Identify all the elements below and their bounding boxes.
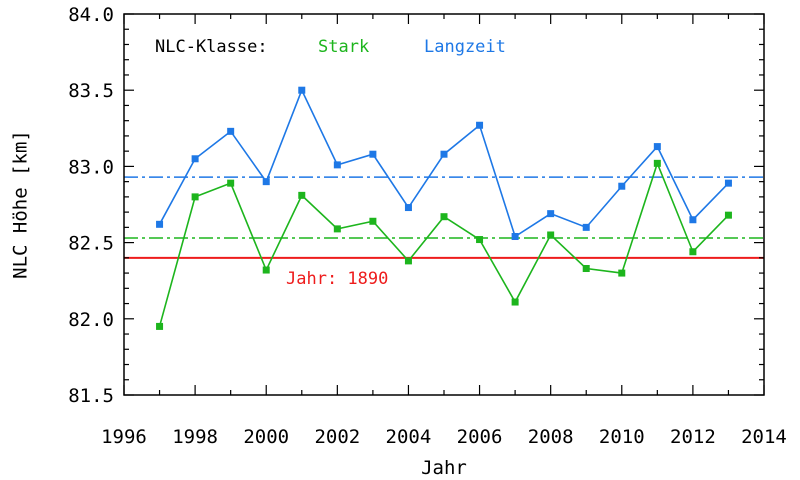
series-line-stark xyxy=(158,161,730,327)
data-point-langzeit xyxy=(227,127,235,135)
data-point-langzeit xyxy=(724,179,732,187)
x-tick-label: 2010 xyxy=(599,426,645,448)
data-point-stark xyxy=(724,211,732,219)
y-axis-title: NLC Höhe [km] xyxy=(10,130,32,279)
y-tick-label: 83.0 xyxy=(68,156,114,178)
data-point-langzeit xyxy=(156,220,164,228)
series-layer xyxy=(156,86,732,330)
data-point-stark xyxy=(618,269,626,277)
data-point-langzeit xyxy=(476,121,484,129)
x-axis-title: Jahr xyxy=(421,457,467,479)
data-point-langzeit xyxy=(653,143,661,151)
legend-entry-langzeit: Langzeit xyxy=(424,37,506,57)
y-tick-label: 83.5 xyxy=(68,80,114,102)
y-tick-label: 82.0 xyxy=(68,309,114,331)
x-tick-label: 2004 xyxy=(386,426,432,448)
x-tick-label: 1996 xyxy=(101,426,147,448)
data-point-stark xyxy=(298,191,306,199)
data-point-langzeit xyxy=(440,150,448,158)
legend-entry-stark: Stark xyxy=(318,37,369,57)
x-tick-label: 2002 xyxy=(314,426,360,448)
data-point-langzeit xyxy=(191,155,199,163)
data-point-langzeit xyxy=(262,178,270,186)
x-tick-label: 2014 xyxy=(741,426,787,448)
data-point-stark xyxy=(476,236,484,244)
legend: NLC-Klasse: Stark Langzeit xyxy=(155,37,506,57)
x-tick-label: 2000 xyxy=(243,426,289,448)
data-point-stark xyxy=(582,265,590,273)
x-tick-label: 2012 xyxy=(670,426,716,448)
y-tick-label: 82.5 xyxy=(68,233,114,255)
data-point-stark xyxy=(547,231,555,239)
data-point-stark xyxy=(191,193,199,201)
data-point-stark xyxy=(369,217,377,225)
data-point-stark xyxy=(227,179,235,187)
data-point-stark xyxy=(689,248,697,256)
data-point-langzeit xyxy=(582,223,590,231)
x-tick-label: 2008 xyxy=(528,426,574,448)
data-point-stark xyxy=(511,298,519,306)
data-point-langzeit xyxy=(511,233,519,241)
x-tick-label: 1998 xyxy=(172,426,218,448)
plot-frame xyxy=(123,13,765,396)
y-tick-label: 81.5 xyxy=(68,385,114,407)
data-point-stark xyxy=(440,213,448,221)
y-tick-label: 84.0 xyxy=(68,4,114,26)
data-point-langzeit xyxy=(689,216,697,224)
x-tick-label: 2006 xyxy=(457,426,503,448)
data-point-stark xyxy=(156,322,164,330)
data-point-langzeit xyxy=(369,150,377,158)
data-point-langzeit xyxy=(547,210,555,218)
data-point-langzeit xyxy=(618,182,626,190)
mean-lines-layer xyxy=(124,176,764,239)
reference-line-label: Jahr: 1890 xyxy=(286,269,388,289)
data-point-stark xyxy=(404,257,412,265)
data-point-langzeit xyxy=(298,86,306,94)
data-point-stark xyxy=(653,159,661,167)
data-point-langzeit xyxy=(404,204,412,212)
legend-prefix: NLC-Klasse: xyxy=(155,37,268,57)
data-point-stark xyxy=(333,225,341,233)
data-point-stark xyxy=(262,266,270,274)
axis-layer: 1996 1998 2000 2002 2004 2006 2008 2010 2012 2014… xyxy=(68,4,787,448)
data-point-langzeit xyxy=(333,161,341,169)
